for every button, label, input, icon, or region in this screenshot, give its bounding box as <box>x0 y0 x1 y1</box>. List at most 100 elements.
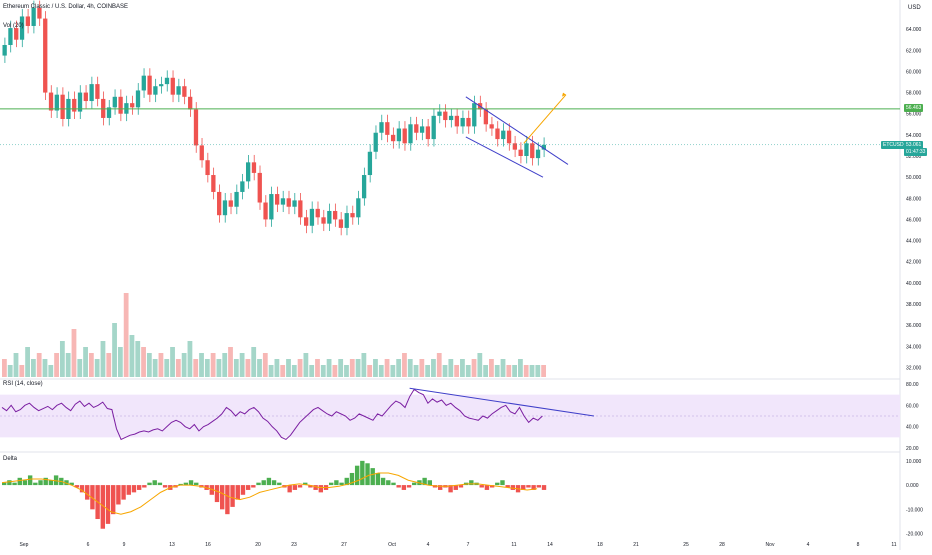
delta-bar <box>308 485 313 488</box>
delta-bar <box>292 485 298 490</box>
candle-body <box>205 160 210 176</box>
delta-bar <box>43 477 48 486</box>
volume-bar <box>494 365 500 377</box>
delta-bar <box>157 482 163 486</box>
candle-body <box>182 86 187 97</box>
x-tick-label: 8 <box>857 542 860 548</box>
delta-bar <box>500 480 505 486</box>
candle-body <box>286 198 291 207</box>
price-tick-label: 46.000 <box>906 217 922 223</box>
delta-bar <box>386 480 391 486</box>
x-tick-label: 23 <box>291 542 297 548</box>
candle-body <box>147 75 152 95</box>
wedge-upper-line <box>465 96 569 165</box>
volume-bar <box>518 359 523 377</box>
volume-bar <box>158 353 164 377</box>
delta-bar <box>188 480 194 486</box>
candle-body <box>431 115 436 140</box>
delta-bar <box>105 485 111 524</box>
x-tick-label: 25 <box>683 542 689 548</box>
volume-bar <box>30 359 36 377</box>
candle-body <box>292 200 297 207</box>
delta-bar <box>74 485 80 488</box>
delta-tick-label: -10.000 <box>906 507 923 513</box>
volume-bar <box>25 347 30 377</box>
candle-body <box>77 92 83 112</box>
delta-bar <box>53 475 59 486</box>
volume-bar <box>77 359 83 377</box>
delta-bar <box>318 485 324 493</box>
candle-body <box>373 132 378 152</box>
volume-bar <box>170 347 175 377</box>
candle-body <box>315 208 320 218</box>
candle-body <box>344 213 349 228</box>
countdown-tag: 01:47:33 <box>904 148 928 156</box>
delta-tick-label: -20.000 <box>906 532 923 538</box>
delta-bar <box>521 485 526 490</box>
volume-bar <box>233 359 239 377</box>
delta-bar <box>334 480 339 486</box>
volume-bar <box>442 365 448 377</box>
volume-bar <box>135 341 141 377</box>
price-tick-label: 36.000 <box>906 323 922 329</box>
volume-bar <box>448 359 454 377</box>
volume-label: Vol (20) <box>3 23 24 29</box>
candle-body <box>414 124 419 133</box>
volume-bar <box>117 347 123 377</box>
breakout-arrow <box>523 94 567 144</box>
x-tick-label: 28 <box>719 542 725 548</box>
volume-bar <box>94 359 100 377</box>
price-tick-label: 40.000 <box>906 281 922 287</box>
volume-bar <box>535 365 541 377</box>
volume-bar <box>361 353 367 377</box>
delta-bar <box>370 468 375 486</box>
candle-body <box>2 45 7 56</box>
volume-bar <box>141 347 146 377</box>
x-tick-label: 16 <box>205 542 211 548</box>
delta-bar <box>183 482 189 486</box>
candle-body <box>466 117 471 127</box>
delta-bar <box>303 482 308 486</box>
candle-body <box>512 143 518 150</box>
delta-bar <box>422 477 427 486</box>
delta-bar <box>90 485 95 510</box>
candle-body <box>211 175 216 192</box>
volume-bar <box>320 365 326 377</box>
price-tick-label: 62.000 <box>906 48 922 54</box>
volume-bar <box>42 359 48 377</box>
candle-body <box>356 198 361 218</box>
delta-bar <box>349 472 355 486</box>
volume-bar <box>332 365 338 377</box>
candle-body <box>338 219 344 228</box>
candle-body <box>309 208 315 226</box>
delta-bar <box>453 485 458 490</box>
x-tick-label: 11 <box>891 542 896 548</box>
candle-body <box>112 96 117 108</box>
volume-bar <box>413 365 419 377</box>
candle-body <box>19 16 25 40</box>
delta-bar <box>121 485 126 500</box>
volume-bar <box>315 359 320 377</box>
volume-bar <box>274 359 280 377</box>
rsi-tick-label: 20.00 <box>906 446 919 452</box>
candle-body <box>176 86 181 95</box>
delta-bar <box>261 480 266 486</box>
delta-bar <box>214 485 220 503</box>
volume-bar <box>378 365 384 377</box>
candle-body <box>535 149 541 159</box>
delta-bar <box>22 480 28 486</box>
delta-bar <box>448 485 453 493</box>
delta-bar <box>489 485 495 488</box>
volume-bar <box>13 353 19 377</box>
x-tick-label: 27 <box>341 542 347 548</box>
volume-bar <box>112 323 117 377</box>
candle-body <box>419 126 425 133</box>
volume-bar <box>309 365 315 377</box>
delta-bar <box>27 475 33 486</box>
volume-bar <box>245 359 251 377</box>
candle-body <box>14 28 19 40</box>
volume-bar <box>210 353 216 377</box>
volume-bar <box>36 353 42 377</box>
